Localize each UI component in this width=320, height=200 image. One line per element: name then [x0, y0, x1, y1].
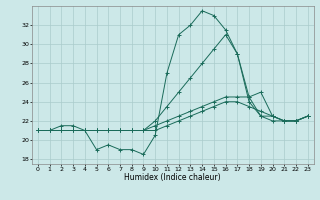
- X-axis label: Humidex (Indice chaleur): Humidex (Indice chaleur): [124, 173, 221, 182]
